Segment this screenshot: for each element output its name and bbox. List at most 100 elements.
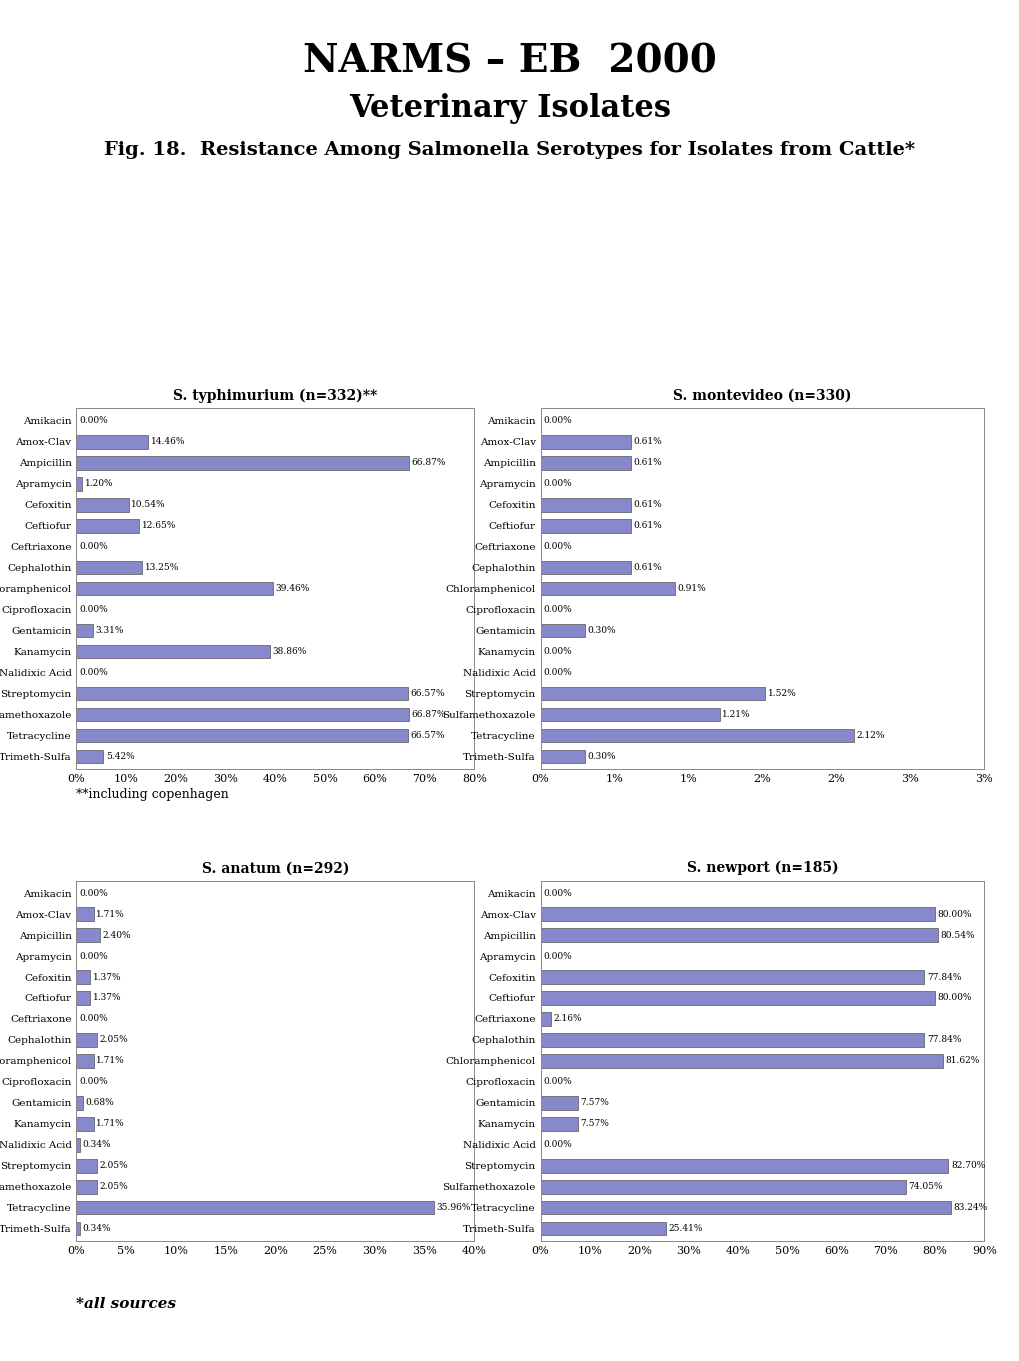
- Text: 2.05%: 2.05%: [99, 1161, 128, 1170]
- Text: 25.41%: 25.41%: [667, 1224, 702, 1233]
- Text: 80.00%: 80.00%: [936, 994, 971, 1003]
- Bar: [76, 623, 93, 637]
- Text: 0.00%: 0.00%: [78, 951, 108, 961]
- Text: Veterinary Isolates: Veterinary Isolates: [348, 94, 671, 124]
- Text: 0.91%: 0.91%: [678, 584, 706, 593]
- Bar: [76, 645, 269, 659]
- Title: S. anatum (n=292): S. anatum (n=292): [202, 862, 348, 875]
- Text: **including copenhagen: **including copenhagen: [76, 788, 229, 802]
- Bar: [540, 1200, 950, 1214]
- Text: 0.34%: 0.34%: [83, 1224, 111, 1233]
- Bar: [540, 1117, 578, 1131]
- Text: 0.00%: 0.00%: [543, 889, 572, 898]
- Text: 13.25%: 13.25%: [145, 563, 179, 572]
- Bar: [540, 1096, 578, 1109]
- Bar: [540, 581, 675, 596]
- Text: 7.57%: 7.57%: [580, 1119, 609, 1128]
- Bar: [76, 519, 140, 532]
- Bar: [76, 1138, 79, 1151]
- Text: NARMS – EB  2000: NARMS – EB 2000: [303, 42, 716, 80]
- Text: 0.00%: 0.00%: [78, 542, 108, 551]
- Bar: [76, 750, 103, 764]
- Text: 0.00%: 0.00%: [543, 542, 572, 551]
- Bar: [76, 1117, 94, 1131]
- Text: 0.34%: 0.34%: [83, 1141, 111, 1149]
- Text: 82.70%: 82.70%: [950, 1161, 984, 1170]
- Bar: [540, 1053, 942, 1068]
- Text: 77.84%: 77.84%: [926, 973, 961, 981]
- Bar: [76, 991, 90, 1004]
- Bar: [540, 623, 585, 637]
- Bar: [76, 1033, 97, 1047]
- Text: 2.40%: 2.40%: [103, 931, 131, 939]
- Bar: [540, 1180, 905, 1194]
- Bar: [76, 1160, 97, 1173]
- Text: 0.00%: 0.00%: [543, 951, 572, 961]
- Text: 1.71%: 1.71%: [96, 1119, 124, 1128]
- Bar: [76, 476, 83, 490]
- Text: 0.00%: 0.00%: [543, 668, 572, 676]
- Bar: [76, 1096, 84, 1109]
- Text: 0.00%: 0.00%: [543, 479, 572, 489]
- Text: 0.30%: 0.30%: [587, 626, 615, 636]
- Bar: [540, 498, 630, 512]
- Bar: [76, 498, 128, 512]
- Text: 0.00%: 0.00%: [543, 606, 572, 614]
- Text: 66.87%: 66.87%: [411, 459, 445, 467]
- Bar: [540, 750, 585, 764]
- Bar: [76, 581, 272, 596]
- Title: S. typhimurium (n=332)**: S. typhimurium (n=332)**: [173, 389, 377, 403]
- Bar: [540, 728, 853, 742]
- Bar: [540, 908, 934, 921]
- Text: 35.96%: 35.96%: [436, 1203, 471, 1213]
- Bar: [76, 1180, 97, 1194]
- Bar: [540, 519, 630, 532]
- Text: 12.65%: 12.65%: [142, 521, 176, 531]
- Text: 0.00%: 0.00%: [78, 889, 108, 898]
- Text: 1.37%: 1.37%: [93, 973, 121, 981]
- Text: 0.00%: 0.00%: [78, 416, 108, 426]
- Text: 7.57%: 7.57%: [580, 1098, 609, 1108]
- Title: S. newport (n=185): S. newport (n=185): [686, 862, 838, 875]
- Text: 2.05%: 2.05%: [99, 1036, 128, 1044]
- Text: 66.57%: 66.57%: [410, 731, 444, 740]
- Text: 0.00%: 0.00%: [78, 606, 108, 614]
- Text: *all sources: *all sources: [76, 1297, 176, 1311]
- Text: Fig. 18.  Resistance Among Salmonella Serotypes for Isolates from Cattle*: Fig. 18. Resistance Among Salmonella Ser…: [104, 140, 915, 159]
- Text: 0.30%: 0.30%: [587, 751, 615, 761]
- Text: 14.46%: 14.46%: [151, 437, 185, 446]
- Text: 39.46%: 39.46%: [275, 584, 309, 593]
- Text: 0.00%: 0.00%: [543, 416, 572, 426]
- Bar: [76, 908, 94, 921]
- Text: 0.61%: 0.61%: [633, 501, 661, 509]
- Text: 81.62%: 81.62%: [945, 1056, 979, 1066]
- Bar: [76, 1200, 434, 1214]
- Text: 80.00%: 80.00%: [936, 909, 971, 919]
- Text: 1.71%: 1.71%: [96, 909, 124, 919]
- Bar: [76, 728, 408, 742]
- Bar: [540, 928, 936, 942]
- Bar: [540, 1222, 665, 1236]
- Text: 83.24%: 83.24%: [953, 1203, 987, 1213]
- Bar: [540, 970, 923, 984]
- Text: 2.16%: 2.16%: [553, 1014, 582, 1023]
- Bar: [540, 436, 630, 449]
- Bar: [540, 991, 934, 1004]
- Text: 0.00%: 0.00%: [78, 1078, 108, 1086]
- Text: 0.61%: 0.61%: [633, 521, 661, 531]
- Text: 3.31%: 3.31%: [95, 626, 123, 636]
- Bar: [76, 970, 90, 984]
- Text: 1.21%: 1.21%: [721, 710, 750, 719]
- Text: 0.00%: 0.00%: [78, 668, 108, 676]
- Text: 66.87%: 66.87%: [411, 710, 445, 719]
- Bar: [76, 436, 148, 449]
- Bar: [540, 1160, 948, 1173]
- Bar: [76, 687, 408, 701]
- Text: 80.54%: 80.54%: [940, 931, 974, 939]
- Text: 0.00%: 0.00%: [543, 1141, 572, 1149]
- Text: 77.84%: 77.84%: [926, 1036, 961, 1044]
- Text: 0.61%: 0.61%: [633, 437, 661, 446]
- Text: 74.05%: 74.05%: [908, 1183, 942, 1191]
- Text: 10.54%: 10.54%: [131, 501, 166, 509]
- Text: 0.00%: 0.00%: [543, 1078, 572, 1086]
